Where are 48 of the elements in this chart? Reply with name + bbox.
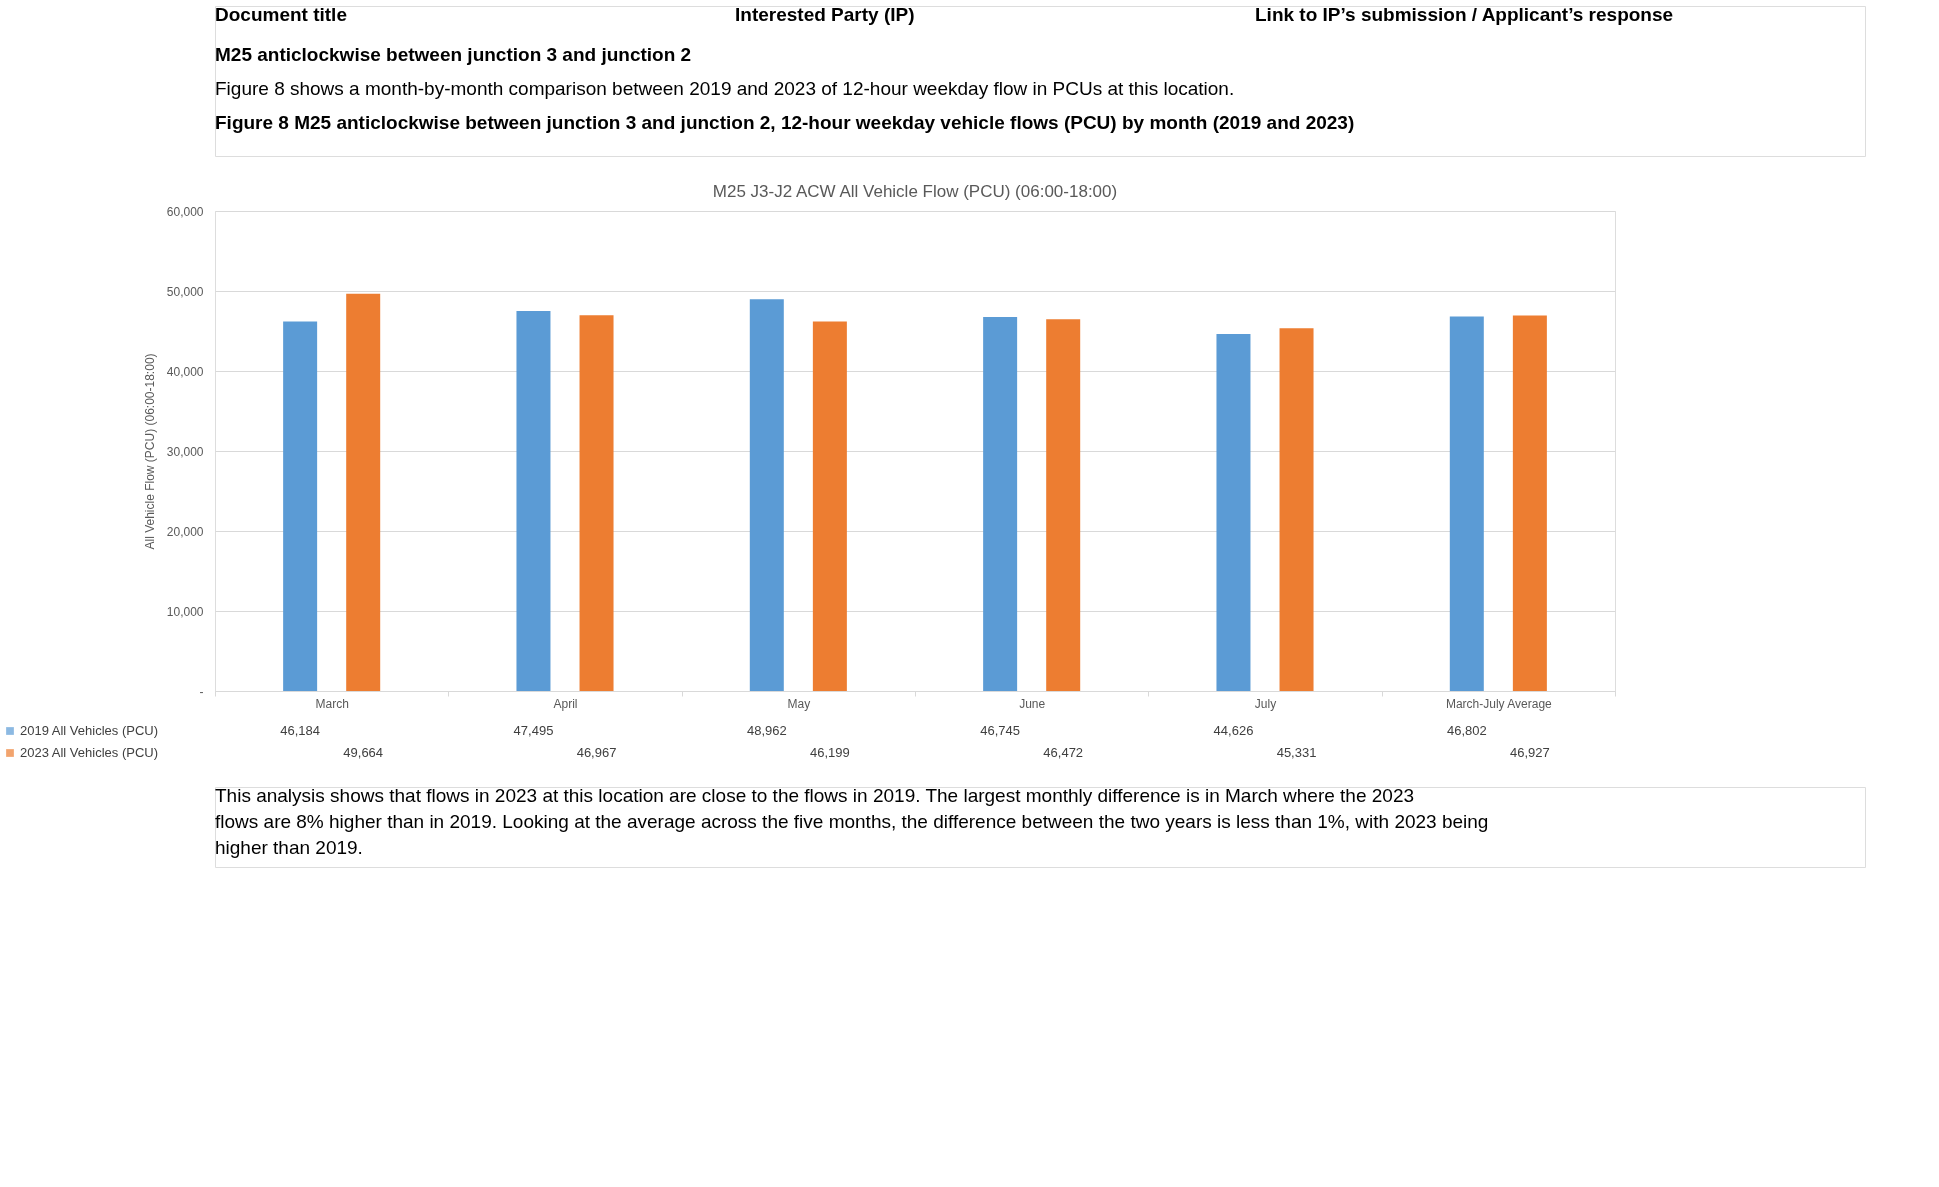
- text: Interested Party (IP): [735, 4, 915, 25]
- text: M25 anticlockwise between junction 3 and junction 2: [215, 44, 692, 65]
- y-tick-label: -: [199, 684, 204, 699]
- data-label: 46,199: [809, 745, 850, 760]
- data-label: 44,626: [1213, 723, 1254, 738]
- x-tick-label: May: [787, 696, 811, 711]
- y-tick-label: 10,000: [166, 604, 204, 619]
- bar: [579, 315, 614, 691]
- data-label: 47,495: [513, 723, 554, 738]
- data-label: 46,745: [980, 723, 1021, 738]
- x-tick-label: April: [553, 696, 578, 711]
- bar: [1046, 319, 1081, 691]
- text: This analysis shows that flows in 2023 at this location are close to the flows in 2019. The largest monthly difference is in March where the 2023 flows are 8% higher than in 2019. Looking at the average across the five months, the difference between the two years is less than 1%, with 2023 being higher than 2019.: [215, 785, 1489, 858]
- data-label: 46,967: [576, 745, 617, 760]
- text: Link to IP’s submission / Applicant’s response: [1255, 4, 1674, 25]
- y-tick-label: 30,000: [166, 444, 204, 459]
- caption: Figure 8 M25 anticlockwise between junction 3 and junction 2, 12-hour weekday vehicle flows (PCU) by month (2019 and 2023): [215, 112, 1355, 133]
- bar: [1216, 333, 1251, 691]
- bar: [1512, 315, 1547, 691]
- x-tick-label: June: [1019, 696, 1046, 711]
- bar: [1279, 328, 1314, 691]
- bar: [749, 299, 784, 691]
- y-tick-label: 60,000: [166, 204, 204, 219]
- x-tick-label: July: [1254, 696, 1277, 711]
- data-label: 45,331: [1276, 745, 1317, 760]
- data-label: 46,472: [1043, 745, 1084, 760]
- y-tick-label: 40,000: [166, 364, 204, 379]
- bar: [983, 317, 1018, 691]
- x-tick-label: March: [315, 696, 349, 711]
- legend-label: 2023 All Vehicles (PCU): [20, 745, 159, 760]
- caption: Figure 8 shows a month-by-month comparison between 2019 and 2023 of 12-hour weekday flow in PCUs at this location.: [215, 78, 1235, 99]
- bar: [812, 321, 847, 691]
- bar: [516, 311, 551, 691]
- x-tick-label: March-July Average: [1445, 696, 1553, 711]
- bar: [283, 321, 318, 691]
- legend-label: 2019 All Vehicles (PCU): [20, 723, 159, 738]
- data-label: 46,927: [1509, 745, 1550, 760]
- bar: [1449, 316, 1484, 691]
- y-axis-title: All Vehicle Flow (PCU) (06:00-18:00): [142, 353, 157, 550]
- data-label: 48,962: [746, 723, 787, 738]
- text: Document title: [215, 4, 347, 25]
- data-label: 46,802: [1446, 723, 1487, 738]
- bar: [346, 293, 381, 691]
- data-label: 46,184: [280, 723, 321, 738]
- y-tick-label: 50,000: [166, 284, 204, 299]
- data-label: 49,664: [343, 745, 384, 760]
- y-tick-label: 20,000: [166, 524, 204, 539]
- chart-title: M25 J3-J2 ACW All Vehicle Flow (PCU) (06:00-18:00): [712, 182, 1118, 201]
